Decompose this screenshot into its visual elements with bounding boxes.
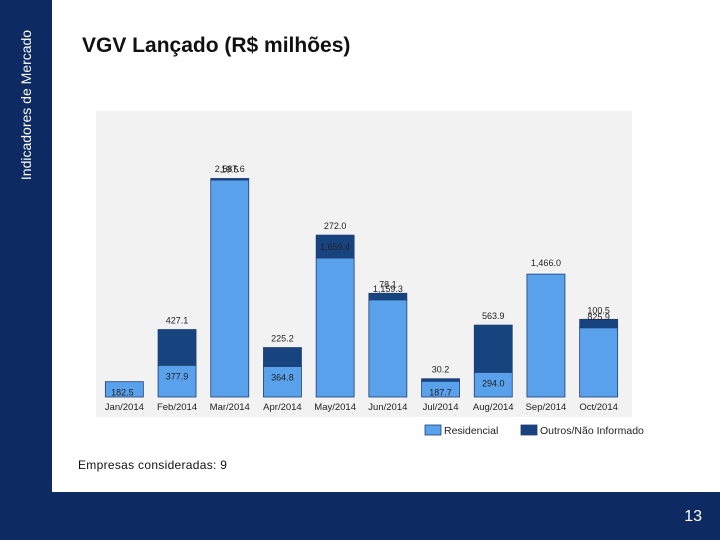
legend-label-residencial: Residencial (444, 425, 498, 437)
data-label-outros: 272.0 (324, 221, 347, 231)
data-label-residencial: 2,587.6 (215, 164, 245, 174)
x-tick-label: Oct/2014 (579, 402, 618, 413)
bar-residencial (315, 257, 355, 398)
bar-outros (157, 329, 197, 366)
bar-outros (368, 292, 408, 301)
bar-outros (263, 347, 302, 367)
x-tick-label: Jul/2014 (423, 402, 459, 413)
bar-residencial (579, 327, 619, 398)
page-number: 13 (684, 508, 702, 525)
x-tick-label: May/2014 (314, 402, 356, 413)
bar-residencial (368, 299, 408, 398)
data-label-outros: 100.5 (587, 305, 610, 315)
data-label-outros: 19.5 (221, 164, 239, 174)
bar-residencial (263, 366, 302, 398)
bar-outros (421, 378, 460, 382)
x-tick-label: Apr/2014 (263, 402, 302, 413)
bar-outros (473, 324, 513, 373)
data-label-outros: 225.2 (271, 334, 294, 344)
data-label-residencial: 187.7 (429, 387, 452, 397)
slide-title: VGV Lançado (R$ milhões) (82, 34, 351, 57)
bar-outros (210, 178, 250, 181)
sidebar: Indicadores de Mercado (0, 0, 52, 540)
data-label-outros: 427.1 (166, 316, 189, 326)
bar-residencial (526, 273, 566, 398)
legend-swatch-residencial (424, 424, 442, 436)
data-label-outros: 563.9 (482, 311, 505, 321)
bar-outros (315, 234, 355, 259)
x-tick-label: Mar/2014 (210, 402, 250, 413)
footnote: Empresas consideradas: 9 (78, 458, 228, 472)
x-tick-label: Jun/2014 (368, 402, 407, 413)
x-tick-label: Aug/2014 (473, 402, 514, 413)
bar-residencial (210, 179, 250, 398)
x-tick-label: Sep/2014 (526, 402, 567, 413)
data-label-residencial: 1,466.0 (531, 258, 561, 268)
data-label-residencial: 825.9 (587, 312, 610, 322)
bar-residencial (104, 381, 144, 398)
data-label-residencial: 182.5 (111, 388, 134, 398)
data-label-residencial: 364.8 (271, 372, 294, 382)
data-label-residencial: 294.0 (482, 378, 505, 388)
x-tick-label: Feb/2014 (157, 402, 197, 413)
data-label-residencial: 1,159.3 (373, 284, 403, 294)
bar-outros (579, 318, 619, 329)
bar-residencial (157, 364, 197, 398)
data-label-residencial: 377.9 (166, 371, 189, 381)
x-tick-label: Jan/2014 (105, 402, 144, 413)
data-label-residencial: 1,659.4 (320, 242, 350, 252)
data-label-outros: 78.1 (379, 279, 397, 289)
footer-bar: 13 (52, 492, 720, 540)
legend-label-outros: Outros/Não Informado (540, 425, 644, 437)
data-label-outros: 30.2 (432, 365, 450, 375)
legend-swatch-outros (520, 424, 538, 436)
